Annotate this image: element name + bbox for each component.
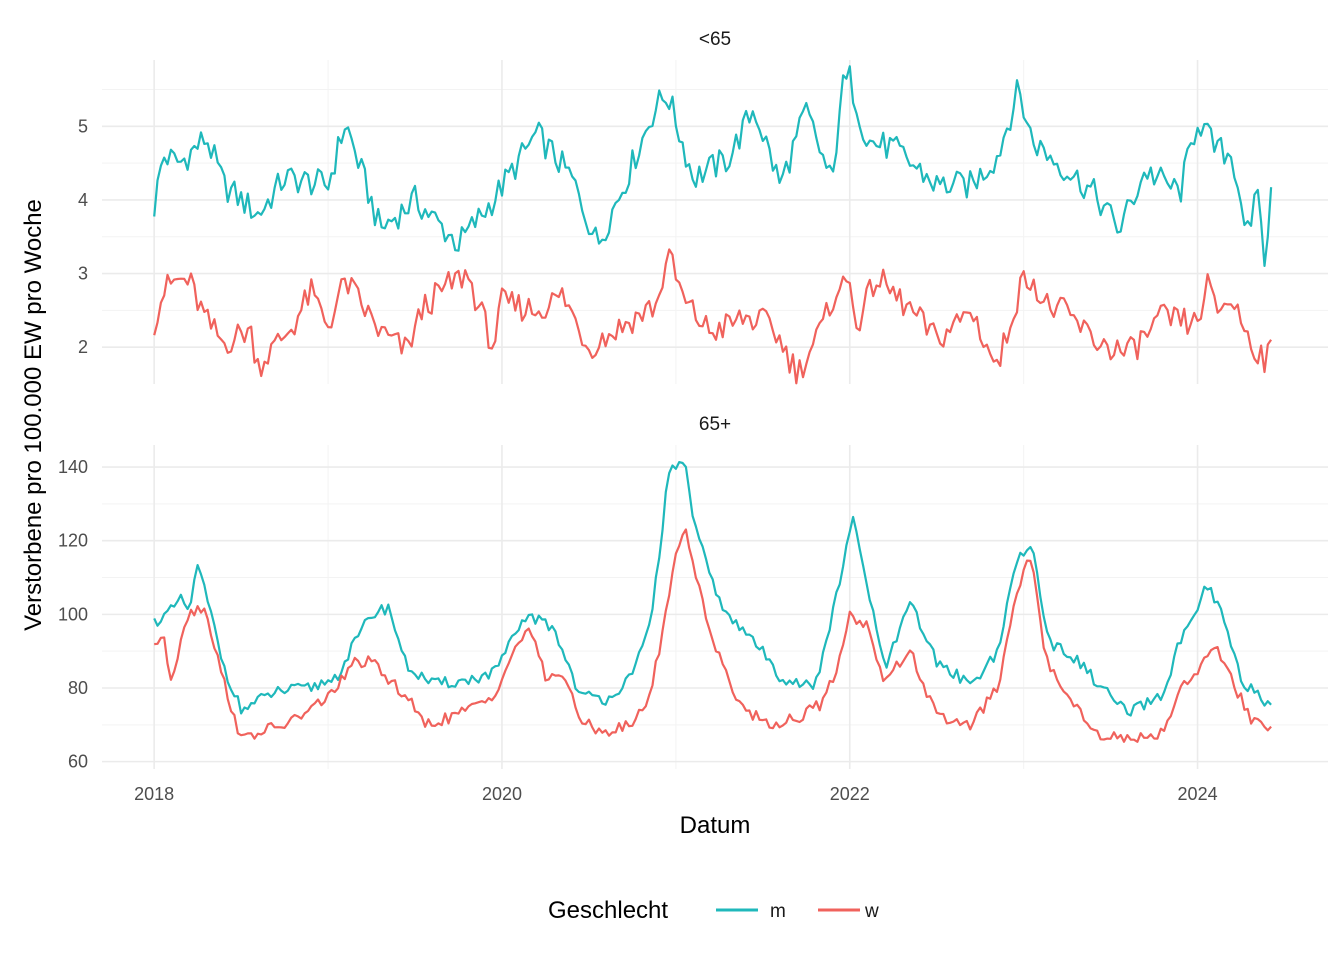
y-tick-label: 3 bbox=[78, 264, 88, 284]
y-tick-label: 100 bbox=[58, 604, 88, 624]
series-line-w-panel-2 bbox=[154, 528, 1272, 743]
grid-lines bbox=[102, 60, 1328, 769]
panel-title-65plus: 65+ bbox=[699, 414, 731, 435]
x-tick-label: 2020 bbox=[482, 784, 522, 804]
series-line-m-panel-2 bbox=[153, 461, 1272, 717]
y-tick-label: 5 bbox=[78, 116, 88, 136]
legend-label-m: m bbox=[770, 901, 786, 922]
x-axis-title: Datum bbox=[680, 812, 751, 839]
series-line-w-panel-1 bbox=[153, 248, 1273, 385]
y-tick-label: 2 bbox=[78, 337, 88, 357]
x-tick-label: 2018 bbox=[134, 784, 174, 804]
series-lines bbox=[153, 65, 1273, 743]
y-tick-label: 60 bbox=[68, 752, 88, 772]
tick-labels: 2 3 4 5 60 80 100 120 140 2018 2020 2022 2024 bbox=[58, 116, 1218, 804]
x-tick-label: 2024 bbox=[1178, 784, 1218, 804]
legend-label-w: w bbox=[864, 901, 879, 922]
panel-title-under65: <65 bbox=[699, 29, 731, 50]
legend-title: Geschlecht bbox=[548, 897, 668, 924]
y-tick-label: 140 bbox=[58, 457, 88, 477]
series-line-m-panel-1 bbox=[153, 65, 1273, 267]
y-tick-label: 4 bbox=[78, 190, 88, 210]
y-axis-title: Verstorbene pro 100.000 EW pro Woche bbox=[20, 199, 47, 631]
x-tick-label: 2022 bbox=[830, 784, 870, 804]
y-tick-label: 80 bbox=[68, 678, 88, 698]
legend: Geschlecht m w bbox=[548, 897, 879, 924]
y-tick-label: 120 bbox=[58, 531, 88, 551]
